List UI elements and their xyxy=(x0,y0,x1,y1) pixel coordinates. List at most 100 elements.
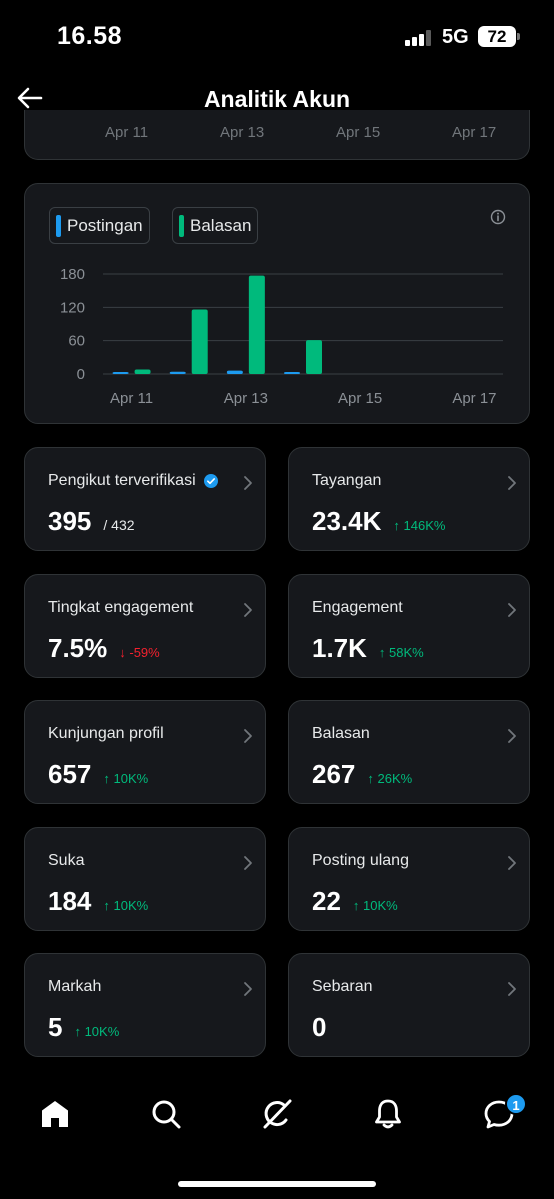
metric-label: Sebaran xyxy=(312,978,373,996)
metric-value-row: 657 ↑ 10K% xyxy=(48,759,148,790)
y-tick-label: 0 xyxy=(77,366,85,383)
metric-change: ↑ 10K% xyxy=(103,771,149,786)
bar-balasan-apr-12 xyxy=(191,309,208,374)
metric-label: Tingkat engagement xyxy=(48,599,193,617)
grok-icon[interactable] xyxy=(259,1096,295,1132)
metric-value-row: 0 xyxy=(312,1012,326,1043)
metric-label-text: Pengikut terverifikasi xyxy=(48,472,196,489)
metric-value-row: 22 ↑ 10K% xyxy=(312,886,398,917)
metric-change: ↑ 10K% xyxy=(74,1024,120,1039)
x-tick-label: Apr 17 xyxy=(452,390,496,407)
header: Analitik Akun xyxy=(0,72,554,124)
back-arrow-icon[interactable] xyxy=(16,84,44,112)
previous-chart-card: Apr 11 Apr 13 Apr 15 Apr 17 xyxy=(24,110,530,160)
metric-label: Engagement xyxy=(312,599,403,617)
metric-change: ↑ 26K% xyxy=(367,771,413,786)
metric-label: Kunjungan profil xyxy=(48,725,164,743)
status-time: 16.58 xyxy=(57,22,123,50)
metric-value: 23.4K xyxy=(312,506,382,536)
metric-change: ↓ -59% xyxy=(119,645,160,660)
activity-chart-card: Postingan Balasan 180 120 60 0 Apr 11 Apr 13 A… xyxy=(24,183,530,424)
metric-change: ↑ 10K% xyxy=(352,898,398,913)
metric-value-row: 7.5% ↓ -59% xyxy=(48,633,160,664)
bar-postingan-apr-12 xyxy=(169,371,186,374)
metric-label-text: Engagement xyxy=(312,599,403,616)
battery-level: 72 xyxy=(487,27,507,46)
chevron-right-icon xyxy=(244,603,252,617)
legend-label: Balasan xyxy=(190,215,252,235)
metric-card-kunjungan-profil[interactable]: Kunjungan profil 657 ↑ 10K% xyxy=(24,700,266,804)
chevron-right-icon xyxy=(244,856,252,870)
bar-balasan-apr-11 xyxy=(134,369,151,374)
chevron-right-icon xyxy=(508,476,516,490)
chevron-right-icon xyxy=(508,603,516,617)
verified-badge-icon xyxy=(203,474,218,488)
metric-value: 267 xyxy=(312,759,356,789)
bar-postingan-apr-11 xyxy=(112,372,129,374)
metric-value: 5 xyxy=(48,1012,63,1042)
metric-value: 395 xyxy=(48,506,92,536)
chevron-right-icon xyxy=(508,982,516,996)
top-axis-label: Apr 15 xyxy=(336,124,381,141)
bell-icon[interactable] xyxy=(370,1096,406,1132)
metric-card-sebaran[interactable]: Sebaran 0 xyxy=(288,953,530,1057)
metric-label-text: Sebaran xyxy=(312,978,373,995)
bar-chart: 180 120 60 0 Apr 11 Apr 13 Apr 15 Apr 17 xyxy=(60,266,503,407)
y-tick-label: 120 xyxy=(60,299,85,316)
metric-card-engagement[interactable]: Engagement 1.7K ↑ 58K% xyxy=(288,574,530,678)
metric-card-balasan[interactable]: Balasan 267 ↑ 26K% xyxy=(288,700,530,804)
chevron-right-icon xyxy=(244,982,252,996)
metric-card-tingkat-engagement[interactable]: Tingkat engagement 7.5% ↓ -59% xyxy=(24,574,266,678)
messages-badge: 1 xyxy=(505,1093,527,1115)
metric-label: Pengikut terverifikasi xyxy=(48,472,218,490)
metric-value-row: 184 ↑ 10K% xyxy=(48,886,148,917)
battery-icon: 72 xyxy=(478,26,520,47)
status-bar: 16.58 5G 72 xyxy=(0,0,554,72)
bar-postingan-apr-14 xyxy=(284,372,300,374)
chevron-right-icon xyxy=(244,729,252,743)
metric-value: 657 xyxy=(48,759,92,789)
x-tick-label: Apr 11 xyxy=(110,390,153,407)
metric-label-text: Balasan xyxy=(312,725,370,742)
home-icon[interactable] xyxy=(37,1096,73,1132)
x-tick-label: Apr 15 xyxy=(338,390,382,407)
metric-label-text: Tayangan xyxy=(312,472,382,489)
metric-label-text: Tingkat engagement xyxy=(48,599,194,616)
page-title: Analitik Akun xyxy=(203,86,351,112)
chevron-right-icon xyxy=(244,476,252,490)
metric-label-text: Posting ulang xyxy=(312,852,409,869)
metric-value-row: 5 ↑ 10K% xyxy=(48,1012,119,1043)
metric-label: Balasan xyxy=(312,725,370,743)
y-tick-label: 180 xyxy=(60,266,85,283)
metric-card-pengikut[interactable]: Pengikut terverifikasi 395 / 432 xyxy=(24,447,266,551)
metric-value: 1.7K xyxy=(312,633,367,663)
legend-postingan[interactable]: Postingan xyxy=(49,207,150,244)
bar-balasan-apr-14 xyxy=(306,340,322,374)
metric-change: ↑ 10K% xyxy=(103,898,149,913)
metric-card-tayangan[interactable]: Tayangan 23.4K ↑ 146K% xyxy=(288,447,530,551)
chevron-right-icon xyxy=(508,729,516,743)
metric-change: ↑ 58K% xyxy=(378,645,424,660)
metric-card-suka[interactable]: Suka 184 ↑ 10K% xyxy=(24,827,266,931)
legend-balasan[interactable]: Balasan xyxy=(172,207,259,244)
metric-value: 0 xyxy=(312,1012,327,1042)
chevron-right-icon xyxy=(508,856,516,870)
search-icon[interactable] xyxy=(148,1096,184,1132)
metric-total: / 432 xyxy=(103,517,135,533)
info-icon[interactable] xyxy=(490,209,506,225)
bar-balasan-apr-13 xyxy=(248,275,265,374)
legend-label: Postingan xyxy=(67,215,143,235)
legend-swatch-green xyxy=(179,214,184,237)
y-tick-label: 60 xyxy=(68,333,85,350)
metric-label: Suka xyxy=(48,852,84,870)
top-axis-label: Apr 17 xyxy=(452,124,497,141)
metric-card-markah[interactable]: Markah 5 ↑ 10K% xyxy=(24,953,266,1057)
top-axis-label: Apr 13 xyxy=(220,124,265,141)
metric-value-row: 23.4K ↑ 146K% xyxy=(312,506,445,537)
metric-card-posting-ulang[interactable]: Posting ulang 22 ↑ 10K% xyxy=(288,827,530,931)
metric-label: Tayangan xyxy=(312,472,381,490)
metric-value: 22 xyxy=(312,886,341,916)
cellular-signal-icon xyxy=(405,30,433,46)
metric-label-text: Markah xyxy=(48,978,102,995)
metric-value: 7.5% xyxy=(48,633,108,663)
